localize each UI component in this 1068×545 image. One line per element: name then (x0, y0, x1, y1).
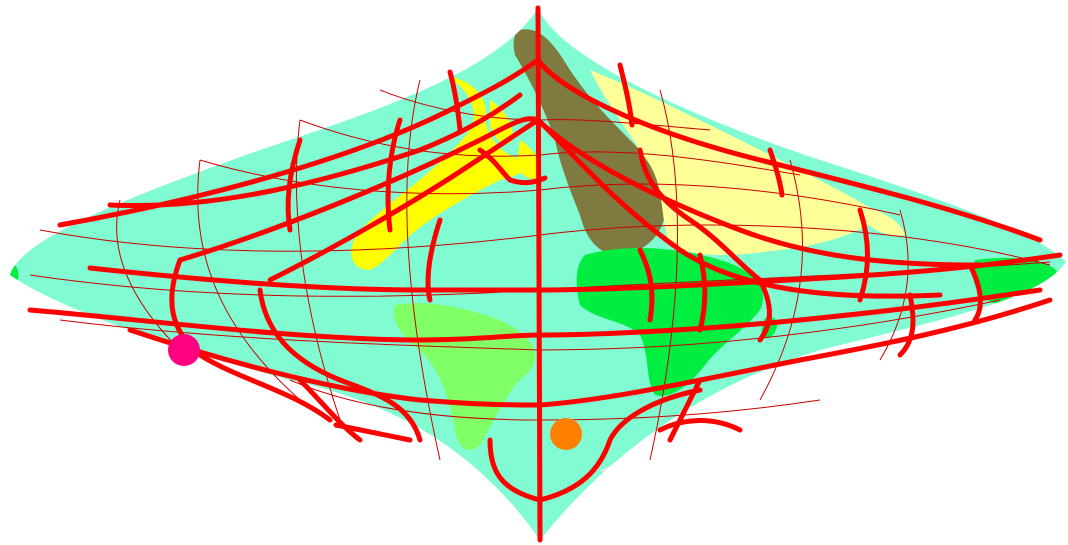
eurasia-east (590, 70, 880, 255)
boundary-line (535, 5, 543, 543)
boundary-line (637, 247, 655, 323)
boundary-line (177, 116, 541, 263)
greenland (517, 140, 541, 179)
graticule-thick (27, 5, 1063, 543)
boundary-line (767, 147, 785, 198)
boundary-line (697, 252, 708, 333)
boundary-line (967, 262, 983, 323)
orange-marker (550, 418, 582, 450)
boundary-line (535, 117, 943, 299)
boundary-line (535, 57, 1043, 243)
boundary-line (169, 257, 333, 423)
boundary-line (535, 117, 983, 268)
boundary-line (537, 387, 703, 503)
graticule-line (406, 79, 441, 461)
north-america (351, 75, 527, 270)
boundary-line (487, 437, 543, 503)
graticule-line (649, 89, 678, 461)
boundary-line (297, 377, 363, 443)
boundary-line (447, 69, 463, 133)
boundary-line (857, 207, 870, 303)
boundary-line (537, 297, 1053, 408)
boundary-line (535, 287, 1043, 338)
boundary-line (27, 307, 541, 343)
boundary-line (535, 252, 1063, 293)
boundary-line (897, 292, 916, 358)
boundary-line (667, 377, 703, 443)
boundary-line (267, 117, 541, 283)
boundary-line (477, 147, 548, 186)
eurasia-east-islands (860, 205, 905, 236)
boundary-line (107, 92, 523, 209)
boundary-line (257, 287, 423, 443)
magenta-marker (168, 334, 200, 366)
boundary-line (385, 117, 403, 233)
boundary-line (637, 147, 763, 283)
eurasia-west (513, 29, 667, 255)
boundary-line (425, 217, 443, 303)
boundary-line (285, 137, 303, 233)
boundary-line (657, 418, 743, 433)
boundary-line (617, 62, 635, 128)
boundary-line (757, 277, 772, 343)
